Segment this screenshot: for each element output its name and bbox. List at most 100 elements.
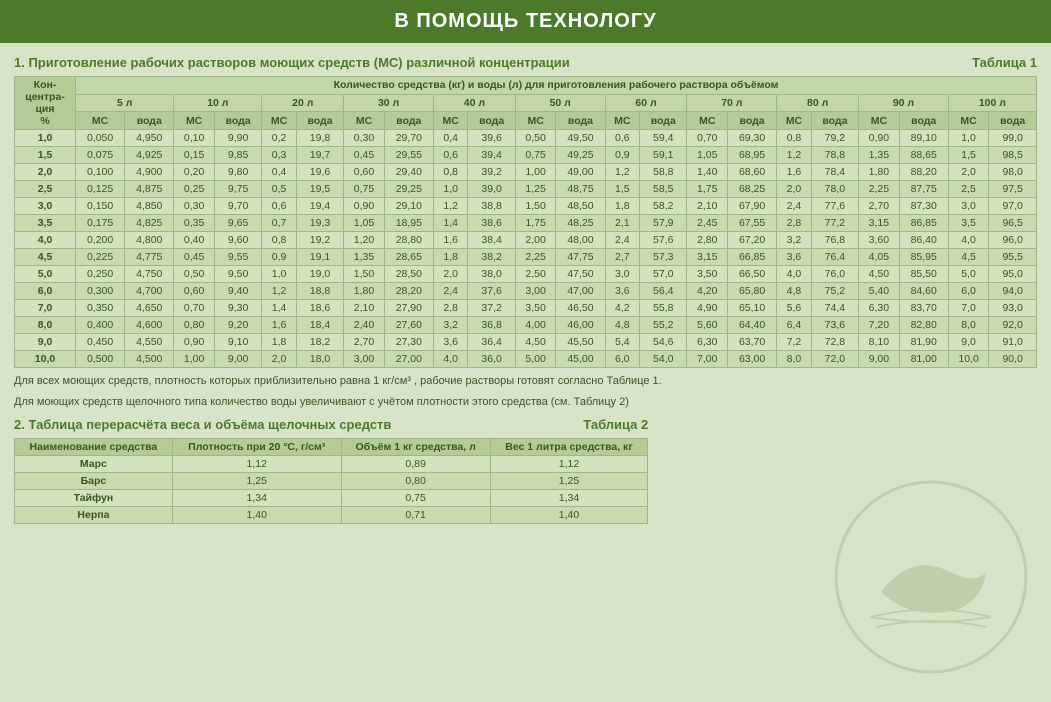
t1-cell: 48,75: [556, 181, 605, 198]
t1-cell: 9,20: [214, 317, 261, 334]
t1-cell: 0,8: [262, 232, 296, 249]
t1-cell: 1,0: [262, 266, 296, 283]
t1-cell: 87,75: [899, 181, 948, 198]
t1-cell: 84,60: [899, 283, 948, 300]
t1-conc: 7,0: [15, 300, 76, 317]
t1-cell: 0,8: [777, 130, 811, 147]
t1-cell: 0,30: [344, 130, 385, 147]
t1-conc: 2,0: [15, 164, 76, 181]
t1-cell: 86,85: [899, 215, 948, 232]
t2-cell: Барс: [15, 472, 173, 489]
t1-conc: 10,0: [15, 351, 76, 368]
t1-cell: 4,650: [125, 300, 174, 317]
t2-cell: 0,71: [341, 506, 490, 523]
t1-vol-2: 20 л: [262, 94, 344, 112]
t1-cell: 87,30: [899, 198, 948, 215]
table-row: 4,50,2254,7750,459,550,919,11,3528,651,8…: [15, 249, 1037, 266]
t1-cell: 5,00: [515, 351, 556, 368]
t1-cell: 2,4: [605, 232, 639, 249]
t1-cell: 65,10: [728, 300, 777, 317]
t1-conc: 3,5: [15, 215, 76, 232]
t1-cell: 47,00: [556, 283, 605, 300]
t1-cell: 98,0: [989, 164, 1037, 181]
t1-cell: 2,25: [515, 249, 556, 266]
t1-cell: 46,50: [556, 300, 605, 317]
t1-cell: 1,00: [174, 351, 215, 368]
t1-cell: 0,6: [262, 198, 296, 215]
t1-sub-10-0: МС: [948, 112, 989, 130]
t1-cell: 0,9: [262, 249, 296, 266]
t1-cell: 92,0: [989, 317, 1037, 334]
t2-cell: Марс: [15, 455, 173, 472]
note1: Для всех моющих средств, плотность котор…: [14, 374, 1037, 389]
t2-cell: 1,12: [172, 455, 341, 472]
t1-cell: 3,50: [687, 266, 728, 283]
t1-sub-2-0: МС: [262, 112, 296, 130]
t1-cell: 47,50: [556, 266, 605, 283]
t1-cell: 97,5: [989, 181, 1037, 198]
t1-cell: 66,50: [728, 266, 777, 283]
t1-cell: 76,4: [811, 249, 858, 266]
t1-cell: 3,15: [859, 215, 900, 232]
t1-cell: 38,2: [468, 249, 515, 266]
t1-cell: 2,70: [859, 198, 900, 215]
t1-cell: 39,2: [468, 164, 515, 181]
t1-cell: 2,5: [948, 181, 989, 198]
t1-cell: 1,8: [433, 249, 467, 266]
t1-cell: 6,30: [859, 300, 900, 317]
t1-cell: 0,30: [174, 198, 215, 215]
t1-cell: 1,0: [948, 130, 989, 147]
t1-cell: 29,55: [384, 147, 433, 164]
t1-cell: 7,0: [948, 300, 989, 317]
t1-cell: 3,5: [948, 215, 989, 232]
t1-cell: 4,05: [859, 249, 900, 266]
t1-cell: 29,10: [384, 198, 433, 215]
t1-cell: 49,25: [556, 147, 605, 164]
t1-cell: 83,70: [899, 300, 948, 317]
t1-cell: 0,9: [605, 147, 639, 164]
t1-cell: 19,0: [296, 266, 343, 283]
t1-cell: 0,4: [433, 130, 467, 147]
t1-cell: 73,6: [811, 317, 858, 334]
t1-cell: 55,2: [640, 317, 687, 334]
t1-cell: 0,225: [76, 249, 125, 266]
t1-sub-2-1: вода: [296, 112, 343, 130]
t1-cell: 2,25: [859, 181, 900, 198]
t1-cell: 2,1: [605, 215, 639, 232]
table-row: 10,00,5004,5001,009,002,018,03,0027,004,…: [15, 351, 1037, 368]
t1-cell: 4,550: [125, 334, 174, 351]
t1-cell: 88,65: [899, 147, 948, 164]
t1-cell: 3,2: [777, 232, 811, 249]
t1-cell: 0,075: [76, 147, 125, 164]
t1-cell: 37,2: [468, 300, 515, 317]
t1-cell: 0,7: [262, 215, 296, 232]
t1-cell: 0,40: [174, 232, 215, 249]
table-row: 2,50,1254,8750,259,750,519,50,7529,251,0…: [15, 181, 1037, 198]
t1-cell: 9,30: [214, 300, 261, 317]
t1-cell: 49,50: [556, 130, 605, 147]
t1-vol-9: 90 л: [859, 94, 949, 112]
t1-cell: 3,60: [859, 232, 900, 249]
t1-conc: 4,5: [15, 249, 76, 266]
t1-cell: 38,0: [468, 266, 515, 283]
t1-cell: 9,40: [214, 283, 261, 300]
t2-col-3: Вес 1 литра средства, кг: [490, 438, 648, 455]
t2-cell: 1,40: [172, 506, 341, 523]
t1-cell: 4,20: [687, 283, 728, 300]
t1-vol-4: 40 л: [433, 94, 515, 112]
t1-cell: 2,4: [433, 283, 467, 300]
t1-cell: 2,0: [948, 164, 989, 181]
t1-cell: 1,75: [687, 181, 728, 198]
t1-cell: 54,0: [640, 351, 687, 368]
t1-cell: 29,70: [384, 130, 433, 147]
t1-cell: 67,90: [728, 198, 777, 215]
t1-cell: 3,0: [948, 198, 989, 215]
t1-cell: 9,90: [214, 130, 261, 147]
section2-title: 2. Таблица перерасчёта веса и объёма щел…: [14, 417, 648, 432]
t1-cell: 19,4: [296, 198, 343, 215]
t1-cell: 72,0: [811, 351, 858, 368]
t1-cell: 2,0: [433, 266, 467, 283]
t1-sub-8-1: вода: [811, 112, 858, 130]
t1-cell: 38,8: [468, 198, 515, 215]
t1-cell: 29,40: [384, 164, 433, 181]
